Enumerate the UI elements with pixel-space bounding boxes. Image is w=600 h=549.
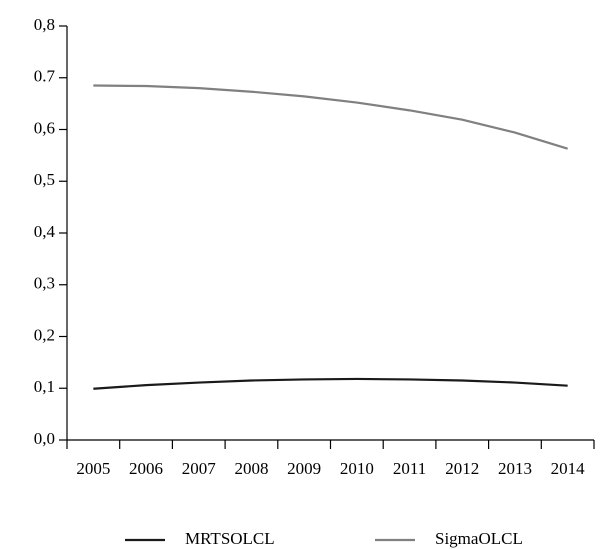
y-tick-label: 0,8: [34, 15, 55, 34]
y-tick-label: 0,5: [34, 170, 55, 189]
x-tick-label: 2008: [234, 459, 268, 478]
x-tick-label: 2007: [182, 459, 217, 478]
x-tick-label: 2012: [445, 459, 479, 478]
x-tick-label: 2013: [498, 459, 532, 478]
y-tick-label: 0,3: [34, 274, 55, 293]
y-tick-label: 0,2: [34, 325, 55, 344]
legend-label: MRTSOLCL: [185, 529, 275, 548]
series-line: [93, 377, 568, 390]
y-tick-label: 0,0: [34, 429, 55, 448]
x-tick-label: 2009: [287, 459, 321, 478]
x-tick-label: 2006: [129, 459, 163, 478]
y-tick-label: 0.7: [34, 67, 56, 86]
x-tick-label: 2010: [340, 459, 374, 478]
y-tick-label: 0,6: [34, 118, 55, 137]
x-tick-label: 2011: [393, 459, 426, 478]
legend-label: SigmaOLCL: [435, 529, 523, 548]
series-line: [93, 84, 568, 150]
y-tick-label: 0,4: [34, 222, 56, 241]
y-tick-label: 0,1: [34, 377, 55, 396]
x-tick-label: 2014: [551, 459, 586, 478]
x-tick-label: 2005: [76, 459, 110, 478]
